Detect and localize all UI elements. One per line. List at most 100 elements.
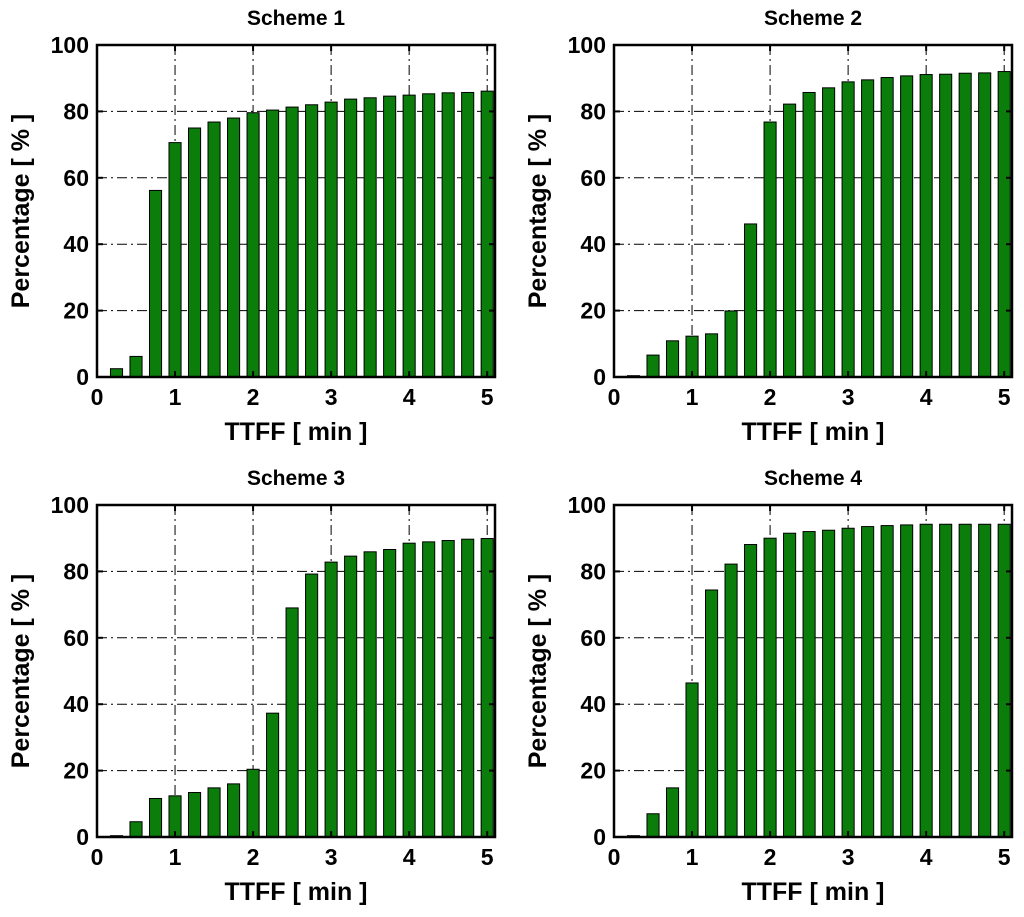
bar [285, 607, 299, 838]
bar [665, 787, 680, 838]
bar [919, 74, 933, 378]
chart-title: Scheme 4 [764, 467, 862, 490]
bar [148, 797, 163, 838]
x-tick-label: 1 [169, 844, 182, 870]
chart-panel-scheme-2: 0 1 2 3 4 5 0 20 40 60 80 100 Scheme 2 TTFF [ min ]… [524, 7, 1014, 446]
x-tick-label: 3 [325, 844, 338, 870]
y-tick-label: 0 [76, 364, 89, 390]
x-tick-label: 5 [998, 384, 1011, 410]
bar [763, 121, 777, 378]
y-tick-label: 80 [63, 558, 89, 584]
bar [227, 117, 241, 378]
bar [383, 95, 397, 378]
plot-frame [95, 503, 497, 839]
y-tick-label: 60 [63, 165, 89, 191]
x-axis-label: TTFF [ min ] [741, 418, 884, 446]
y-tick-label: 20 [580, 758, 606, 784]
bar [802, 91, 816, 378]
chart-title: Scheme 3 [247, 467, 345, 490]
x-tick-label: 2 [764, 384, 777, 410]
x-tick-label: 4 [920, 384, 933, 410]
y-tick-label: 0 [593, 824, 606, 850]
bar [763, 537, 777, 838]
y-tick-label: 100 [51, 32, 89, 58]
y-tick-label: 80 [580, 558, 606, 584]
x-axis-label: TTFF [ min ] [741, 878, 884, 906]
bar [168, 142, 182, 378]
x-tick-label: 3 [842, 844, 855, 870]
bar [266, 712, 280, 838]
bar [461, 538, 475, 838]
bar [480, 538, 494, 838]
bar [978, 523, 992, 838]
x-tick-label: 4 [403, 844, 416, 870]
chart-panel-scheme-1: 0 1 2 3 4 5 0 20 40 60 80 100 Scheme 1 TTFF [ min ]… [7, 7, 497, 446]
bar [266, 109, 280, 378]
y-tick-label: 40 [63, 691, 89, 717]
x-tick-label: 2 [247, 844, 260, 870]
y-axis-label: Percentage [ % ] [524, 114, 552, 309]
bar [646, 354, 660, 378]
x-tick-label: 0 [91, 384, 104, 410]
plot-frame [95, 43, 497, 379]
y-tick-label: 20 [63, 758, 89, 784]
plot-frame [612, 43, 1014, 379]
y-tick-label: 60 [580, 625, 606, 651]
y-tick-label: 20 [580, 298, 606, 324]
bar [997, 71, 1011, 378]
x-tick-label: 1 [169, 384, 182, 410]
bar [939, 73, 953, 378]
bar [207, 121, 221, 378]
y-tick-label: 60 [63, 625, 89, 651]
y-axis-label: Percentage [ % ] [7, 114, 35, 309]
bar [207, 787, 221, 838]
bar [841, 527, 855, 838]
x-tick-label: 1 [686, 844, 699, 870]
bar [285, 106, 299, 378]
bar [305, 104, 319, 378]
bar [422, 541, 436, 838]
bar [958, 523, 972, 838]
bar [978, 72, 992, 378]
bar [783, 532, 797, 838]
bar [802, 531, 816, 838]
bar [168, 795, 182, 838]
bar [324, 561, 338, 838]
bar [665, 340, 680, 378]
bar [900, 75, 914, 378]
y-axis-label: Percentage [ % ] [524, 574, 552, 769]
chart-panel-scheme-3: 0 1 2 3 4 5 0 20 40 60 80 100 Scheme 3 TTFF [ min ]… [7, 467, 497, 906]
x-tick-label: 3 [325, 384, 338, 410]
bar [919, 523, 933, 838]
bar [880, 525, 894, 838]
x-axis-label: TTFF [ min ] [224, 418, 367, 446]
bar [344, 555, 358, 838]
bar [783, 103, 797, 378]
y-axis-label: Percentage [ % ] [7, 574, 35, 769]
chart-title: Scheme 2 [764, 7, 862, 30]
x-tick-label: 3 [842, 384, 855, 410]
y-tick-label: 80 [63, 98, 89, 124]
bar [441, 540, 455, 838]
bar [724, 563, 738, 838]
y-tick-label: 100 [51, 492, 89, 518]
bar [422, 93, 436, 378]
x-tick-label: 4 [403, 384, 416, 410]
bar [939, 523, 953, 838]
bar [744, 223, 758, 378]
bar [363, 97, 377, 378]
bar [363, 551, 377, 838]
bar [324, 101, 338, 378]
bar [383, 548, 397, 838]
bar [246, 768, 260, 838]
bar [841, 81, 855, 378]
y-tick-label: 40 [580, 231, 606, 257]
bar [900, 524, 914, 838]
bar [305, 573, 319, 838]
bar [822, 87, 836, 378]
x-tick-label: 2 [247, 384, 260, 410]
x-tick-label: 5 [481, 844, 494, 870]
y-tick-label: 40 [63, 231, 89, 257]
chart-title: Scheme 1 [247, 7, 345, 30]
bar [188, 127, 202, 378]
